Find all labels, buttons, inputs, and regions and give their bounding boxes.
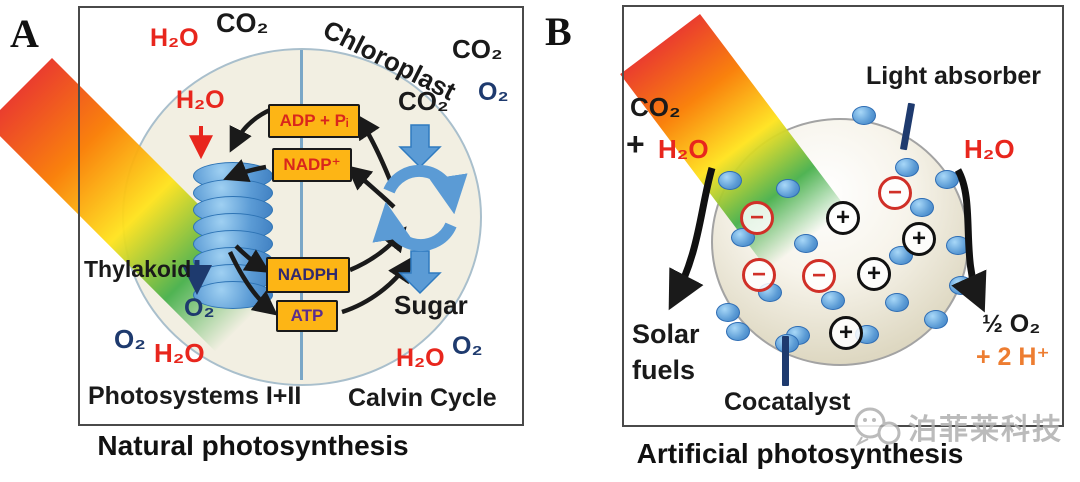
cocatalyst-particle xyxy=(949,276,973,295)
watermark: 泊菲莱科技 xyxy=(848,406,1063,448)
o2-label: O₂ xyxy=(114,324,146,354)
cocatalyst-particle xyxy=(852,106,876,125)
calvin-cycle-label: Calvin Cycle xyxy=(348,384,497,412)
h2o-label: H₂O xyxy=(396,344,445,372)
negative-charge-icon: − xyxy=(742,258,776,292)
h2o-label: H₂O xyxy=(150,24,199,52)
cocatalyst-particle xyxy=(885,293,909,312)
cocatalyst-particle xyxy=(716,303,740,322)
wechat-icon xyxy=(854,407,901,447)
watermark-text: 泊菲莱科技 xyxy=(908,414,1064,446)
panel-b-caption: Artificial photosynthesis xyxy=(636,438,964,469)
co2-label: CO₂ xyxy=(216,8,269,38)
light-absorber-label: Light absorber xyxy=(866,62,1042,90)
co2-label: CO₂ xyxy=(398,86,449,116)
o2-label: O₂ xyxy=(184,294,215,322)
negative-charge-icon: − xyxy=(802,259,836,293)
cocatalyst-particle xyxy=(821,291,845,310)
negative-charge-icon: − xyxy=(878,176,912,210)
cocatalyst-particle xyxy=(946,236,970,255)
nadph-box: NADPH xyxy=(266,257,350,293)
positive-charge-icon: + xyxy=(829,316,863,350)
cocatalyst-particle xyxy=(776,179,800,198)
o2-label: O₂ xyxy=(452,332,483,360)
co2-label: CO₂ xyxy=(630,92,681,122)
atp-box: ATP xyxy=(276,300,338,332)
cocatalyst-pointer-line xyxy=(782,336,789,386)
cocatalyst-label: Cocatalyst xyxy=(724,388,851,416)
panel-a-caption: Natural photosynthesis xyxy=(97,430,409,461)
cocatalyst-particle xyxy=(718,171,742,190)
negative-charge-icon: − xyxy=(740,201,774,235)
positive-charge-icon: + xyxy=(902,222,936,256)
cocatalyst-particle xyxy=(726,322,750,341)
plus-sign: + xyxy=(626,126,645,162)
panel-b-letter: B xyxy=(545,9,572,54)
cocatalyst-particle xyxy=(935,170,959,189)
h2o-label: H₂O xyxy=(658,134,709,164)
cocatalyst-particle xyxy=(924,310,948,329)
panel-a-letter: A xyxy=(10,11,39,56)
cocatalyst-particle xyxy=(794,234,818,253)
h2o-label: H₂O xyxy=(154,338,205,368)
h2o-label: H₂O xyxy=(964,134,1015,164)
solar-fuels-label: Solar fuels xyxy=(632,319,700,386)
half-o2-label: ½ O₂ xyxy=(982,310,1041,338)
nadp-box: NADP⁺ xyxy=(272,148,352,182)
cocatalyst-particle xyxy=(895,158,919,177)
co2-label: CO₂ xyxy=(452,34,503,64)
h2o-label: H₂O xyxy=(176,86,225,114)
adp-pi-box: ADP + Pᵢ xyxy=(268,104,360,138)
positive-charge-icon: + xyxy=(857,257,891,291)
chloroplast-divider-line xyxy=(300,50,303,380)
positive-charge-icon: + xyxy=(826,201,860,235)
cocatalyst-particle xyxy=(910,198,934,217)
o2-label: O₂ xyxy=(478,78,509,106)
photosystems-label: Photosystems I+II xyxy=(88,382,302,410)
sugar-label: Sugar xyxy=(394,290,468,320)
protons-label: + 2 H⁺ xyxy=(976,343,1050,371)
thylakoid-label: Thylakoid xyxy=(84,256,192,282)
